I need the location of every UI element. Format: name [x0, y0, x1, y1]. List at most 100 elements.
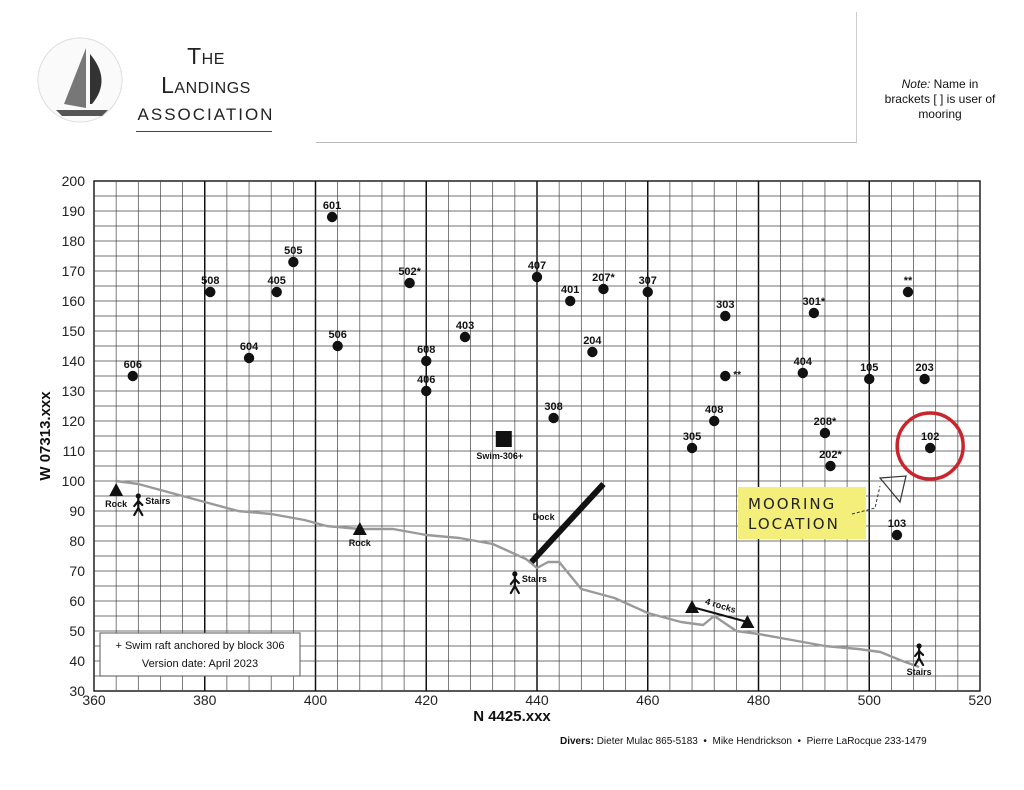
mooring-point	[127, 370, 138, 382]
logo-line-3: Association	[137, 105, 275, 124]
person-head	[916, 643, 922, 649]
mooring-point	[902, 286, 914, 298]
diver-1: Dieter Mulac 865-5183	[596, 736, 698, 747]
y-tick-label: 80	[69, 533, 85, 549]
mooring-point	[819, 427, 831, 439]
y-tick-label: 50	[69, 623, 85, 639]
mooring-label: 506	[328, 329, 346, 341]
y-tick-label: 150	[62, 323, 86, 339]
logo-underline	[136, 131, 272, 132]
legend-box: + Swim raft anchored by block 306 Version…	[99, 632, 301, 677]
mooring-label: 207*	[592, 272, 615, 284]
mooring-point	[459, 331, 471, 343]
y-tick-label: 180	[62, 233, 86, 249]
mooring-label: 608	[417, 344, 435, 356]
map-axes: 30 40 50 60 70 80 90 100 110 120 130 140 150 160 170 18…	[37, 173, 992, 725]
y-tick-label: 60	[69, 593, 85, 609]
x-tick-label: 520	[968, 692, 992, 708]
header-panel	[316, 12, 857, 143]
mooring-note: Note: Name in brackets [ ] is user of mo…	[880, 77, 1000, 122]
logo-line-1: The	[187, 43, 225, 69]
x-tick-label: 440	[525, 692, 549, 708]
sailboat-logo-icon	[37, 37, 123, 123]
mooring-point	[404, 277, 415, 289]
mooring-point	[326, 211, 338, 223]
mooring-point	[825, 460, 836, 472]
mooring-label: 103	[888, 518, 906, 530]
arrow-head-icon	[878, 475, 907, 504]
mooring-point	[421, 355, 432, 367]
swim-raft-label: Swim-306+	[476, 451, 523, 461]
person-body	[509, 575, 520, 595]
y-tick-label: 160	[62, 293, 86, 309]
shoreline	[115, 479, 920, 669]
person-head	[135, 493, 141, 499]
annotation-line-2: LOCATION	[748, 515, 840, 533]
mooring-label: 604	[240, 341, 259, 353]
stairs-person-icon	[133, 493, 144, 517]
diver-2: Mike Hendrickson	[712, 736, 792, 747]
mooring-point	[709, 415, 720, 427]
divers-credits: Divers: Dieter Mulac 865-5183 • Mike Hen…	[560, 736, 927, 747]
map-annotations: MOORING LOCATION + Swim raft anchored by b…	[99, 411, 965, 677]
mooring-point	[205, 286, 216, 298]
y-tick-label: 120	[62, 413, 86, 429]
separator-2: •	[797, 736, 802, 747]
person-body	[913, 647, 925, 667]
mooring-label: 404	[794, 356, 813, 368]
x-tick-label: 460	[636, 692, 660, 708]
mooring-label: 202*	[819, 449, 842, 461]
rock-icon	[685, 600, 700, 613]
mooring-label: 405	[268, 275, 286, 287]
mooring-label: 305	[683, 431, 701, 443]
mooring-point	[686, 442, 698, 454]
mooring-point	[720, 310, 731, 322]
shoreline-path	[115, 479, 920, 669]
divers-label: Divers:	[560, 736, 594, 747]
mooring-point	[271, 286, 282, 298]
x-tick-label: 480	[747, 692, 771, 708]
mooring-point	[598, 283, 609, 295]
mooring-point	[243, 352, 255, 364]
highlight-circle	[895, 411, 965, 481]
stairs-label: Stairs	[145, 496, 170, 506]
association-title: The Landings Association	[136, 42, 276, 129]
stairs-label: Stairs	[522, 574, 547, 584]
person-head	[512, 571, 518, 577]
mooring-point	[864, 373, 875, 385]
stairs-label: Stairs	[907, 667, 932, 677]
mooring-label: 308	[544, 401, 562, 413]
mooring-label: 301*	[803, 296, 826, 308]
mooring-label: 508	[201, 275, 219, 287]
y-tick-label: 110	[63, 443, 86, 459]
mooring-point	[720, 370, 731, 382]
rock-line	[691, 606, 748, 623]
y-tick-label: 190	[62, 203, 86, 219]
dock-label: Dock	[533, 512, 556, 522]
separator-1: •	[703, 736, 707, 747]
mooring-label: 204	[583, 335, 602, 347]
rock-icon	[352, 522, 367, 535]
swim-raft-marker	[495, 431, 512, 447]
mooring-point	[797, 367, 808, 379]
mooring-point	[421, 385, 432, 397]
y-axis-label: W 07313.xxx	[37, 391, 54, 481]
note-text: Name in brackets [ ] is user of mooring	[884, 77, 996, 121]
diver-3: Pierre LaRocque 233-1479	[806, 736, 927, 747]
mooring-point	[332, 340, 343, 352]
mooring-point	[642, 286, 653, 298]
mooring-point	[808, 307, 820, 319]
mooring-point	[891, 529, 903, 541]
mooring-label: 203	[915, 362, 933, 374]
mooring-label: **	[904, 275, 913, 287]
mooring-point	[565, 295, 576, 307]
map-grid	[93, 180, 981, 692]
stairs-person-icon	[509, 571, 520, 595]
y-tick-label: 100	[62, 473, 86, 489]
mooring-label: 606	[124, 359, 142, 371]
mooring-label: 303	[716, 299, 734, 311]
mooring-point	[587, 346, 598, 358]
x-tick-label: 400	[304, 692, 328, 708]
